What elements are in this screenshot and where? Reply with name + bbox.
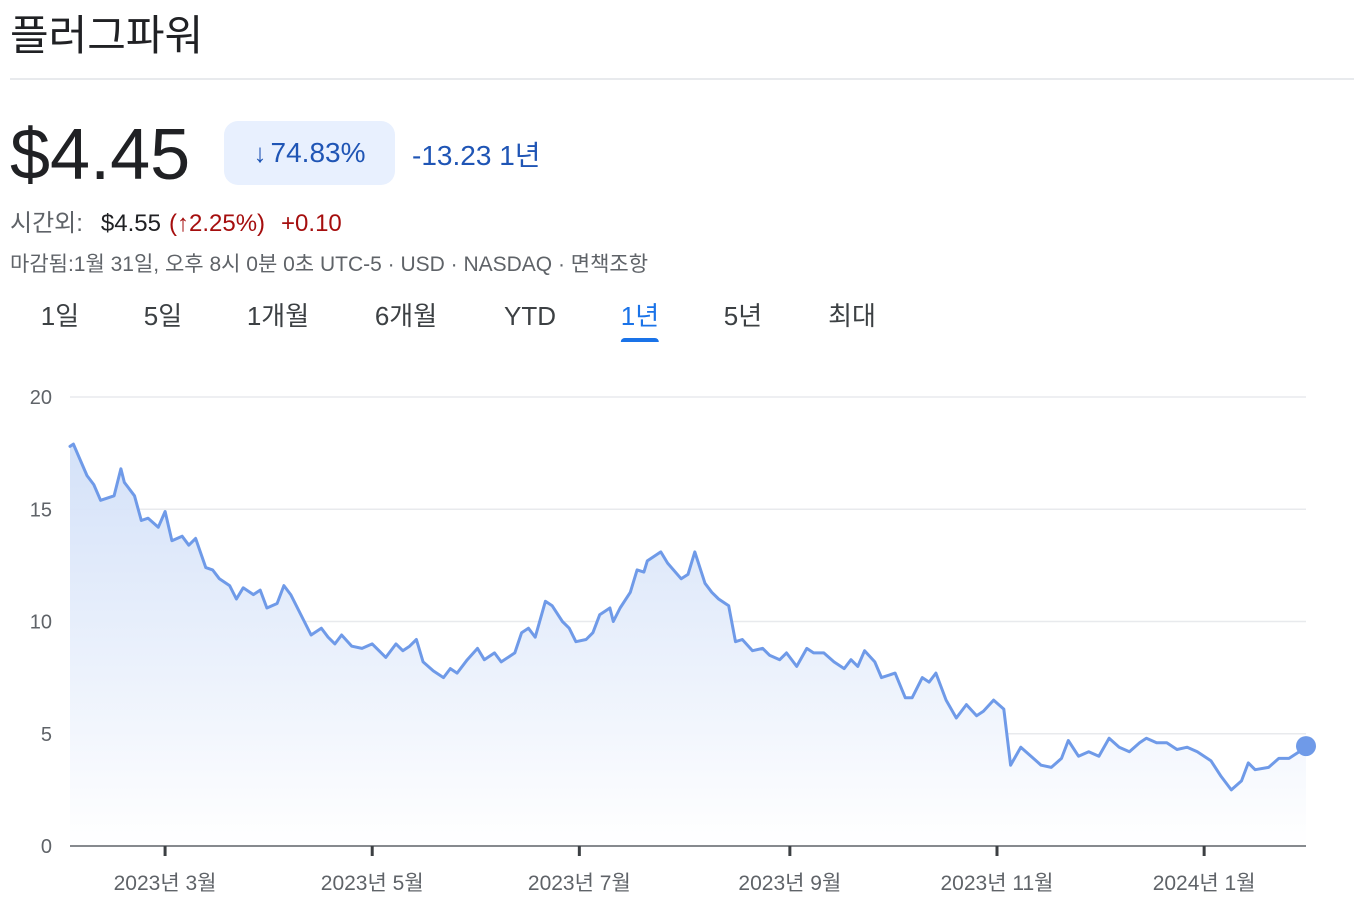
x-tick-label: 2023년 7월 <box>528 872 631 895</box>
tab-1m[interactable]: 1개월 <box>246 301 310 331</box>
y-tick-label: 0 <box>41 836 52 858</box>
afterhours-delta: +0.10 <box>281 210 342 237</box>
arrow-down-icon: ↓ <box>253 138 267 168</box>
afterhours-row: 시간외: $4.55 (↑2.25%) +0.10 <box>10 203 342 238</box>
page-title: 플러그파워 <box>10 12 204 59</box>
x-tick-label: 2023년 9월 <box>738 872 841 895</box>
tab-1y[interactable]: 1년 <box>620 296 660 342</box>
price-line <box>68 442 1308 792</box>
y-tick-label: 15 <box>30 499 52 521</box>
x-tick-label: 2024년 1월 <box>1153 872 1256 895</box>
x-tick-label: 2023년 5월 <box>321 872 424 895</box>
change-absolute: -13.23 1년 <box>412 134 541 174</box>
tab-6m[interactable]: 6개월 <box>374 301 438 331</box>
tab-max[interactable]: 최대 <box>828 301 876 331</box>
range-tabs: 1일 5일 1개월 6개월 YTD 1년 5년 최대 <box>0 296 1354 346</box>
last-price-dot <box>1296 736 1316 757</box>
change-period: 1년 <box>499 140 541 171</box>
price-chart[interactable]: 0 5 10 15 20 2023년 3월 2023년 5월 2023년 7월 2023년 9… <box>0 360 1354 904</box>
change-value: -13.23 <box>412 140 492 171</box>
y-tick-label: 10 <box>30 612 52 634</box>
change-percent: 74.83% <box>270 137 366 168</box>
tab-ytd[interactable]: YTD <box>504 301 556 331</box>
header-divider <box>10 78 1354 80</box>
afterhours-label: 시간외: <box>10 210 83 237</box>
market-status-meta: 마감됨:1월 31일, 오후 8시 0분 0초 UTC-5 · USD · NA… <box>10 253 649 276</box>
change-percent-badge: ↓ 74.83% <box>224 121 395 185</box>
tab-5d[interactable]: 5일 <box>143 301 183 331</box>
price-area <box>70 444 1306 846</box>
afterhours-price: $4.55 <box>100 210 161 237</box>
x-axis: 2023년 3월 2023년 5월 2023년 7월 2023년 9월 2023년 11… <box>114 846 1256 895</box>
afterhours-percent: (↑2.25%) <box>168 210 266 237</box>
y-tick-label: 5 <box>41 724 52 746</box>
x-tick-label: 2023년 3월 <box>114 872 217 895</box>
tab-5y[interactable]: 5년 <box>723 301 763 331</box>
y-axis: 0 5 10 15 20 <box>30 387 52 858</box>
tab-1d[interactable]: 1일 <box>40 301 80 331</box>
x-tick-label: 2023년 11월 <box>941 872 1054 895</box>
current-price: $4.45 <box>10 115 191 195</box>
y-tick-label: 20 <box>30 387 52 409</box>
